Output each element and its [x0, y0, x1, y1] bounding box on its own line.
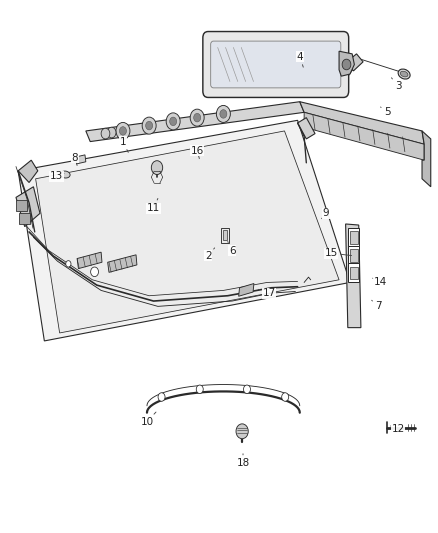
Text: 4: 4: [297, 52, 303, 67]
Circle shape: [196, 385, 203, 393]
Polygon shape: [18, 120, 350, 341]
FancyBboxPatch shape: [203, 31, 349, 98]
Bar: [221, 228, 229, 243]
Circle shape: [158, 393, 165, 401]
Polygon shape: [239, 284, 254, 296]
Circle shape: [151, 161, 162, 174]
Polygon shape: [348, 228, 359, 247]
Polygon shape: [108, 255, 137, 272]
Circle shape: [66, 261, 71, 267]
Polygon shape: [304, 112, 424, 160]
Text: 7: 7: [372, 300, 381, 311]
Circle shape: [116, 123, 130, 140]
Polygon shape: [18, 160, 38, 182]
Circle shape: [166, 113, 180, 130]
Text: 13: 13: [50, 171, 64, 181]
Polygon shape: [350, 231, 358, 244]
Text: 1: 1: [120, 136, 128, 152]
Text: 14: 14: [373, 278, 387, 287]
Circle shape: [220, 110, 227, 118]
Ellipse shape: [400, 71, 408, 77]
Polygon shape: [86, 102, 304, 142]
Text: 11: 11: [147, 198, 160, 213]
Text: 6: 6: [228, 241, 235, 255]
Text: 15: 15: [325, 248, 352, 258]
Text: 5: 5: [381, 107, 390, 117]
Ellipse shape: [398, 69, 410, 79]
Circle shape: [107, 127, 116, 138]
Circle shape: [282, 393, 289, 401]
Circle shape: [170, 117, 177, 126]
Text: 18: 18: [237, 454, 250, 468]
Polygon shape: [76, 155, 86, 164]
Text: 3: 3: [392, 78, 401, 91]
FancyBboxPatch shape: [211, 41, 341, 88]
Polygon shape: [346, 224, 361, 328]
Polygon shape: [339, 51, 354, 76]
Circle shape: [101, 128, 110, 139]
Polygon shape: [35, 131, 339, 333]
Polygon shape: [350, 249, 358, 262]
Polygon shape: [16, 187, 40, 227]
Text: 2: 2: [205, 248, 215, 261]
Polygon shape: [346, 54, 363, 71]
Text: 12: 12: [391, 424, 405, 434]
Polygon shape: [77, 252, 102, 269]
Circle shape: [194, 114, 201, 122]
Circle shape: [236, 424, 248, 439]
Polygon shape: [348, 246, 359, 265]
Text: 16: 16: [191, 146, 204, 159]
Circle shape: [190, 109, 204, 126]
Text: 17: 17: [258, 288, 276, 298]
Polygon shape: [348, 263, 359, 282]
Text: 10: 10: [141, 412, 156, 427]
Circle shape: [142, 117, 156, 134]
Circle shape: [244, 385, 251, 393]
Polygon shape: [350, 266, 358, 279]
Polygon shape: [422, 131, 431, 187]
Text: 8: 8: [71, 152, 78, 165]
Circle shape: [342, 59, 351, 70]
Polygon shape: [297, 118, 315, 139]
Bar: [19, 213, 30, 224]
Bar: [16, 200, 27, 211]
Circle shape: [216, 106, 230, 123]
Bar: [223, 230, 227, 240]
Ellipse shape: [60, 171, 70, 178]
Text: 9: 9: [321, 208, 329, 219]
Circle shape: [120, 127, 127, 135]
Circle shape: [146, 122, 152, 130]
Polygon shape: [300, 102, 424, 144]
Circle shape: [91, 267, 99, 277]
